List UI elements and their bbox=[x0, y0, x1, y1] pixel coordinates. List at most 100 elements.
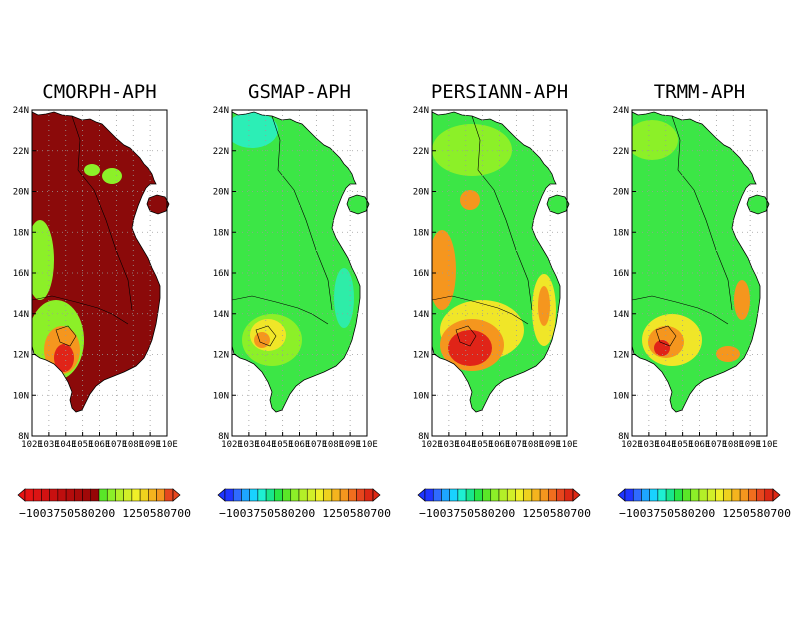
field-patch bbox=[84, 164, 100, 176]
lat-tick-label: 8N bbox=[418, 432, 429, 442]
colorbar-cmorph: −1003750580200 1250580700 bbox=[17, 488, 191, 520]
field-patch bbox=[734, 280, 750, 320]
hainan-island bbox=[546, 194, 570, 215]
colorbar-swatch bbox=[748, 488, 757, 502]
colorbar-swatch bbox=[115, 488, 124, 502]
lat-tick-label: 16N bbox=[613, 269, 629, 279]
colorbar-swatch bbox=[690, 488, 700, 502]
border-line bbox=[631, 295, 729, 325]
field-patch bbox=[538, 286, 550, 326]
lon-tick-label: 102E bbox=[421, 440, 443, 450]
colorbar-arrow-right bbox=[372, 488, 381, 502]
colorbar-swatch bbox=[224, 488, 234, 502]
colorbar-swatch bbox=[306, 488, 316, 502]
lon-tick-label: 106E bbox=[689, 440, 711, 450]
colorbar-swatch bbox=[123, 488, 133, 502]
lat-tick-label: 10N bbox=[413, 391, 429, 401]
colorbar-swatch bbox=[441, 488, 450, 502]
lat-tick-label: 14N bbox=[613, 310, 629, 320]
colorbar-arrow-right bbox=[772, 488, 781, 502]
lat-tick-label: 14N bbox=[13, 310, 29, 320]
field-patch bbox=[432, 124, 512, 176]
lat-tick-label: 16N bbox=[213, 269, 229, 279]
lat-tick-label: 20N bbox=[213, 188, 229, 198]
colorbar-swatch bbox=[131, 488, 141, 502]
colorbar-swatch bbox=[739, 488, 749, 502]
lon-tick-label: 109E bbox=[339, 440, 361, 450]
map-panel-trmm: TRMM-APH8N10N12N14N16N18N20N22N24N102E10… bbox=[613, 81, 778, 450]
field-patch bbox=[54, 344, 74, 372]
lat-tick-label: 14N bbox=[413, 310, 429, 320]
colorbar-swatch bbox=[290, 488, 300, 502]
lat-tick-label: 24N bbox=[13, 106, 29, 116]
island-shape bbox=[346, 194, 370, 215]
lon-tick-label: 109E bbox=[539, 440, 561, 450]
colorbar-swatch bbox=[282, 488, 292, 502]
colorbar-swatch bbox=[723, 488, 733, 502]
lat-tick-label: 24N bbox=[413, 106, 429, 116]
colorbar-swatch bbox=[665, 488, 675, 502]
colorbar-swatch bbox=[564, 488, 574, 502]
field-patch bbox=[254, 332, 270, 348]
colorbar-swatch bbox=[232, 488, 242, 502]
field-patch bbox=[334, 268, 354, 328]
lake-outline bbox=[255, 325, 277, 347]
colorbar-swatch bbox=[98, 488, 108, 502]
lat-tick-label: 22N bbox=[13, 147, 29, 157]
lon-tick-label: 106E bbox=[289, 440, 311, 450]
lon-tick-label: 110E bbox=[556, 440, 578, 450]
lat-tick-label: 8N bbox=[618, 432, 629, 442]
lon-tick-label: 103E bbox=[238, 440, 260, 450]
field-patch bbox=[654, 340, 670, 356]
lake-outline bbox=[455, 325, 477, 347]
lon-tick-label: 104E bbox=[455, 440, 477, 450]
colorbar-swatch bbox=[556, 488, 566, 502]
lat-tick-label: 18N bbox=[413, 228, 429, 238]
lon-tick-label: 102E bbox=[21, 440, 43, 450]
colorbar-labels: −1003750580200 1250580700 bbox=[619, 507, 791, 520]
colorbar-swatch bbox=[706, 488, 716, 502]
lat-tick-label: 8N bbox=[18, 432, 29, 442]
colorbar-swatch bbox=[323, 488, 333, 502]
colorbar-arrow-left bbox=[217, 488, 226, 502]
lat-tick-label: 10N bbox=[13, 391, 29, 401]
colorbar-swatch bbox=[364, 488, 374, 502]
lon-tick-label: 110E bbox=[756, 440, 778, 450]
field-patch bbox=[716, 346, 740, 362]
island-shape bbox=[746, 194, 770, 215]
field-patch bbox=[448, 330, 492, 366]
lat-tick-label: 12N bbox=[413, 351, 429, 361]
lon-tick-label: 108E bbox=[122, 440, 144, 450]
lat-tick-label: 10N bbox=[213, 391, 229, 401]
colorbar-swatch bbox=[298, 488, 308, 502]
colorbar-swatch bbox=[65, 488, 75, 502]
lon-tick-label: 102E bbox=[221, 440, 243, 450]
panel-title: TRMM-APH bbox=[654, 81, 746, 103]
colorbar-arrow-left bbox=[617, 488, 626, 502]
lon-tick-label: 104E bbox=[655, 440, 677, 450]
field-base bbox=[232, 112, 360, 412]
colorbar-swatch bbox=[249, 488, 259, 502]
lat-tick-label: 20N bbox=[13, 188, 29, 198]
colorbar-swatch bbox=[331, 488, 341, 502]
colorbar-swatch bbox=[449, 488, 459, 502]
colorbar-swatch bbox=[106, 488, 116, 502]
coastline bbox=[631, 111, 761, 413]
colorbar-swatch bbox=[698, 488, 708, 502]
colorbar-swatch bbox=[57, 488, 67, 502]
lon-tick-label: 103E bbox=[38, 440, 60, 450]
island-shape bbox=[146, 194, 170, 215]
colorbar-arrow-right bbox=[172, 488, 181, 502]
colorbar-swatch bbox=[548, 488, 557, 502]
lake-outline bbox=[655, 325, 677, 347]
lat-tick-label: 10N bbox=[613, 391, 629, 401]
colorbar-swatch bbox=[24, 488, 34, 502]
colorbar-arrow-right bbox=[572, 488, 581, 502]
lon-tick-label: 107E bbox=[506, 440, 528, 450]
colorbar-trmm: −1003750580200 1250580700 bbox=[617, 488, 791, 520]
colorbar-swatch bbox=[756, 488, 766, 502]
colorbar-swatch bbox=[531, 488, 541, 502]
lon-tick-label: 106E bbox=[489, 440, 511, 450]
colorbar-swatch bbox=[731, 488, 741, 502]
lon-tick-label: 105E bbox=[672, 440, 694, 450]
